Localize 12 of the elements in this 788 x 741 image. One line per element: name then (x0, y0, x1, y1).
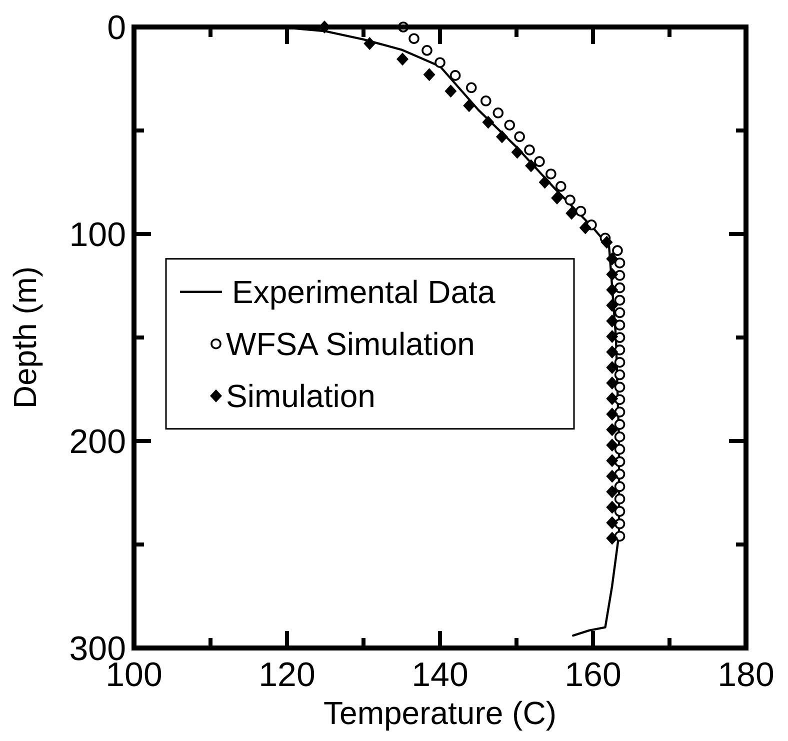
x-tick-label: 140 (412, 656, 468, 694)
legend-label: Experimental Data (232, 274, 496, 310)
x-tick-label: 160 (564, 656, 622, 694)
x-axis-title: Temperature (C) (324, 695, 556, 731)
y-tick-label: 200 (69, 422, 126, 461)
legend-label: WFSA Simulation (226, 326, 475, 362)
y-tick-label: 0 (107, 8, 126, 47)
legend-label: Simulation (226, 378, 376, 414)
x-tick-label: 180 (718, 656, 774, 694)
x-tick-label: 120 (258, 656, 316, 694)
y-tick-label: 100 (69, 216, 126, 254)
y-axis-title: Depth (m) (7, 266, 43, 409)
